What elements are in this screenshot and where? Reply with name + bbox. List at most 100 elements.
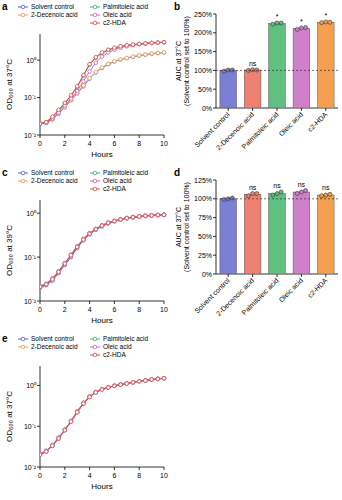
legend-marker xyxy=(93,179,97,183)
legend-marker xyxy=(93,353,97,357)
bar xyxy=(269,194,286,274)
data-point xyxy=(113,384,117,388)
data-point xyxy=(144,42,148,46)
data-point xyxy=(137,215,141,219)
legend-item: c2-HDA xyxy=(90,185,126,192)
legend-item: Palmitoleic acid xyxy=(90,3,149,10)
x-axis-label: Hours xyxy=(91,482,112,491)
legend-label: Solvent control xyxy=(31,335,75,342)
data-point xyxy=(100,224,104,228)
y-tick xyxy=(213,14,216,15)
data-point xyxy=(88,232,92,236)
data-point xyxy=(63,428,67,432)
data-point xyxy=(40,122,42,126)
data-point xyxy=(94,228,98,232)
x-tick-label: 0 xyxy=(38,306,42,313)
y-axis xyxy=(216,180,217,274)
x-tick-label: c2-HDA xyxy=(306,111,329,134)
significance-label: ns xyxy=(273,182,281,189)
data-point xyxy=(57,270,61,274)
y-tick-label: 100% xyxy=(194,67,212,74)
data-point xyxy=(94,55,98,59)
legend-label: Palmitoleic acid xyxy=(103,3,149,10)
x-tick-label: 10 xyxy=(160,306,168,313)
data-point xyxy=(88,231,92,235)
data-point xyxy=(125,382,129,386)
bar xyxy=(244,194,261,274)
data-point xyxy=(51,444,55,448)
series-line xyxy=(40,42,164,123)
data-point xyxy=(88,62,92,66)
data-point xyxy=(144,214,148,218)
y-tick xyxy=(213,198,216,199)
data-point xyxy=(57,270,61,274)
y-axis-label: AUC at 37°C xyxy=(175,41,182,81)
y-tick-label: 10⁻¹ xyxy=(24,254,37,261)
data-point xyxy=(162,213,166,217)
y-axis-label: (Solvent control set to 100%) xyxy=(183,182,191,272)
data-point xyxy=(44,283,48,287)
data-point xyxy=(75,89,79,93)
x-tick-label: 10 xyxy=(160,140,168,147)
data-point xyxy=(150,41,154,45)
data-point xyxy=(137,43,141,47)
replicate-point xyxy=(299,190,303,194)
series-line xyxy=(40,52,164,123)
data-point xyxy=(113,219,117,223)
data-point xyxy=(131,55,135,59)
data-point xyxy=(119,383,123,387)
series-line xyxy=(40,215,164,287)
data-point xyxy=(94,71,98,75)
data-point xyxy=(113,60,117,64)
y-tick-label: 50% xyxy=(198,233,212,240)
plot-area xyxy=(216,20,338,108)
data-point xyxy=(106,48,110,52)
replicate-point xyxy=(304,189,308,193)
data-point xyxy=(162,51,166,55)
data-point xyxy=(51,444,55,448)
legend-marker xyxy=(93,187,97,191)
data-point xyxy=(88,232,92,236)
data-point xyxy=(150,41,154,45)
data-point xyxy=(100,224,104,228)
data-point xyxy=(51,115,55,119)
data-point xyxy=(44,121,48,125)
data-point xyxy=(75,245,79,249)
y-tick xyxy=(213,180,216,181)
data-point xyxy=(119,218,123,222)
bar xyxy=(269,23,286,108)
legend-label: c2-HDA xyxy=(103,351,126,358)
data-point xyxy=(40,284,42,288)
data-point xyxy=(162,213,166,217)
panel-label: b xyxy=(174,1,180,12)
series-line xyxy=(40,378,164,455)
data-point xyxy=(150,214,154,218)
data-point xyxy=(94,390,98,394)
legend-item: Oleic acid xyxy=(90,11,132,18)
data-point xyxy=(144,42,148,46)
data-point xyxy=(57,437,61,441)
y-axis xyxy=(40,34,41,135)
legend-item: 2-Decenoic acid xyxy=(18,343,78,350)
legend-item: c2-HDA xyxy=(90,19,126,26)
replicate-point xyxy=(222,69,226,73)
legend-label: Palmitoleic acid xyxy=(103,335,149,342)
data-point xyxy=(44,282,48,286)
y-tick xyxy=(213,274,216,275)
y-tick-label: 0% xyxy=(202,105,212,112)
y-tick xyxy=(213,32,216,33)
replicate-point xyxy=(299,26,303,30)
data-point xyxy=(100,224,104,228)
data-point xyxy=(113,384,117,388)
x-tick xyxy=(301,108,302,111)
x-tick xyxy=(164,135,165,138)
data-point xyxy=(162,41,166,45)
plot-area xyxy=(40,213,166,290)
data-point xyxy=(150,214,154,218)
data-point xyxy=(100,224,104,228)
data-point xyxy=(137,54,141,58)
data-point xyxy=(94,227,98,231)
data-point xyxy=(162,376,166,380)
x-tick-label: Palmitoleic acid xyxy=(240,277,279,316)
x-tick-label: 10 xyxy=(160,472,168,479)
